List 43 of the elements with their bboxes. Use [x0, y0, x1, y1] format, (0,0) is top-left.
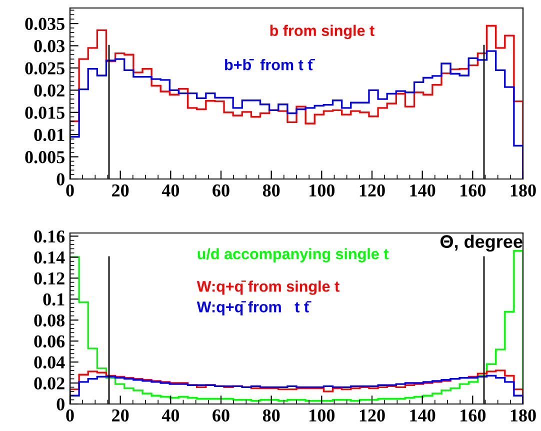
y-tick-label: 0.025: [25, 62, 64, 74]
y-tick-label: 0.06: [34, 335, 65, 348]
y-tick-label: 0.12: [34, 272, 64, 285]
y-tick-label: 0: [56, 398, 64, 410]
x-axis-title: Θ, degree: [440, 234, 522, 252]
x-tick-label: 120: [360, 409, 385, 422]
y-tick-label: 0: [56, 173, 64, 186]
x-tick-label: 100: [310, 409, 335, 422]
x-tick-label: 100: [310, 184, 335, 197]
x-tick-label: 40: [162, 409, 180, 422]
x-tick-label: 40: [162, 184, 180, 197]
x-tick-label: 180: [510, 184, 536, 197]
y-tick-label: 0.16: [34, 230, 65, 243]
text: u/d accompanying single t: [198, 248, 389, 262]
x-tick-label: 80: [262, 409, 280, 422]
text: b from single t: [270, 24, 374, 40]
y-tick-label: 0.08: [34, 314, 65, 327]
x-tick-label: 60: [212, 409, 230, 422]
y-tick-label: 0.04: [34, 356, 65, 369]
x-tick-label: 20: [112, 184, 129, 197]
y-tick-label: 0.035: [25, 18, 64, 30]
x-tick-label: 120: [360, 184, 385, 197]
x-tick-label: 80: [262, 184, 280, 197]
text: W:q+q̄ from single t: [196, 280, 340, 295]
x-tick-label: 140: [410, 409, 436, 422]
y-tick-label: 0.14: [34, 251, 65, 264]
y-tick-label: 0.015: [25, 106, 64, 119]
text: W:q+q̄ from t t̄: [196, 301, 312, 316]
x-tick-label: 60: [212, 184, 230, 197]
x-tick-label: 0: [66, 184, 74, 197]
x-tick-label: 160: [460, 409, 486, 422]
x-tick-label: 180: [510, 409, 536, 422]
series-label: b+b̄ from t t̄: [225, 59, 315, 70]
y-tick-label: 0.01: [34, 128, 64, 142]
y-tick-label: 0.1: [43, 293, 64, 306]
y-tick-label: 0.03: [34, 40, 65, 52]
x-tick-label: 160: [460, 184, 486, 197]
x-tick-label: 0: [66, 409, 74, 422]
y-tick-label: 0.005: [25, 151, 64, 164]
x-tick-label: 20: [112, 409, 129, 422]
x-tick-label: 140: [410, 184, 436, 197]
y-tick-label: 0.02: [34, 84, 64, 97]
y-tick-label: 0.02: [34, 377, 64, 390]
